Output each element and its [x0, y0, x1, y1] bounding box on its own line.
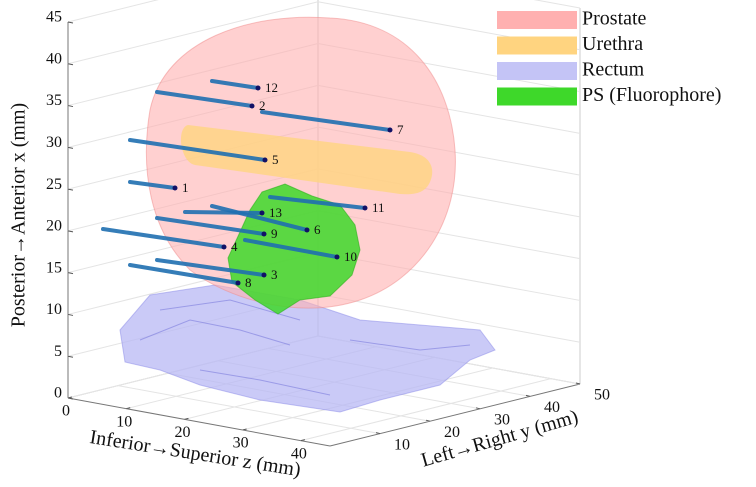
needle-tip [388, 128, 393, 133]
needle-label: 9 [271, 226, 278, 241]
legend-label: Urethra [582, 33, 643, 55]
needle-label: 10 [344, 249, 357, 264]
y-tick-label: 50 [594, 387, 610, 404]
needle-tip [222, 245, 227, 250]
needle-label: 7 [397, 122, 404, 137]
legend-swatch [497, 37, 577, 55]
needle-tip [305, 228, 310, 233]
x-axis-title: Posterior→Anterior x (mm) [8, 103, 30, 327]
tick-mark [301, 440, 305, 441]
tick-mark [68, 231, 73, 232]
volumes [120, 17, 495, 412]
needle-label: 11 [372, 200, 385, 215]
tick-mark [68, 397, 72, 398]
x-tick-label: 30 [46, 134, 62, 151]
tick-mark [68, 106, 73, 107]
tick-mark [184, 418, 188, 419]
needle-label: 8 [245, 275, 252, 290]
x-tick-label: 35 [46, 92, 62, 109]
legend-swatch [497, 11, 577, 29]
needle-tip [250, 104, 255, 109]
legend-label: Prostate [582, 8, 647, 30]
tick-mark [68, 147, 73, 148]
x-tick-label: 15 [46, 259, 62, 276]
z-axis-title: Inferior→Superior z (mm) [88, 426, 302, 481]
needle-tip [262, 273, 267, 278]
x-tick-label: 10 [46, 301, 62, 318]
needle-tip [363, 206, 368, 211]
x-tick-label: 5 [54, 343, 62, 360]
tick-mark [68, 22, 73, 23]
x-tick-label: 45 [46, 9, 62, 26]
needle-label: 13 [269, 205, 282, 220]
tick-mark [68, 64, 73, 65]
tick-mark [243, 429, 247, 430]
z-tick-label: 10 [116, 413, 132, 430]
chart: 0510152025303540450102030401020304050 12… [0, 0, 756, 487]
needle-label: 6 [314, 222, 321, 237]
needle-label: 4 [231, 239, 238, 254]
needle-label: 3 [271, 267, 278, 282]
needle-tip [263, 158, 268, 163]
x-tick-label: 40 [46, 50, 62, 67]
y-tick-label: 10 [394, 436, 410, 453]
legend-label: Rectum [582, 59, 645, 81]
legend-label: PS (Fluorophore) [582, 84, 721, 106]
needle-tip [256, 86, 261, 91]
legend: Prostate Urethra Rectum PS (Fluorophore) [497, 8, 721, 107]
needle-label: 5 [272, 152, 279, 167]
needle-label: 12 [265, 80, 278, 95]
tick-mark [68, 314, 73, 315]
tick-mark [68, 356, 73, 357]
legend-swatch [497, 88, 577, 106]
tick-mark [126, 408, 130, 409]
needle-tip [173, 186, 178, 191]
legend-swatch [497, 62, 577, 80]
needle [185, 212, 262, 213]
z-tick-label: 0 [62, 403, 70, 420]
needle-tip [335, 255, 340, 260]
z-tick-label: 20 [174, 424, 190, 441]
tick-mark [68, 189, 73, 190]
needle-tip [236, 281, 241, 286]
x-tick-label: 20 [46, 218, 62, 235]
needle-tip [260, 211, 265, 216]
x-tick-label: 25 [46, 176, 62, 193]
needle-tip [262, 232, 267, 237]
x-tick-label: 0 [54, 385, 62, 402]
needle-label: 1 [182, 180, 189, 195]
tick-mark [68, 273, 73, 274]
